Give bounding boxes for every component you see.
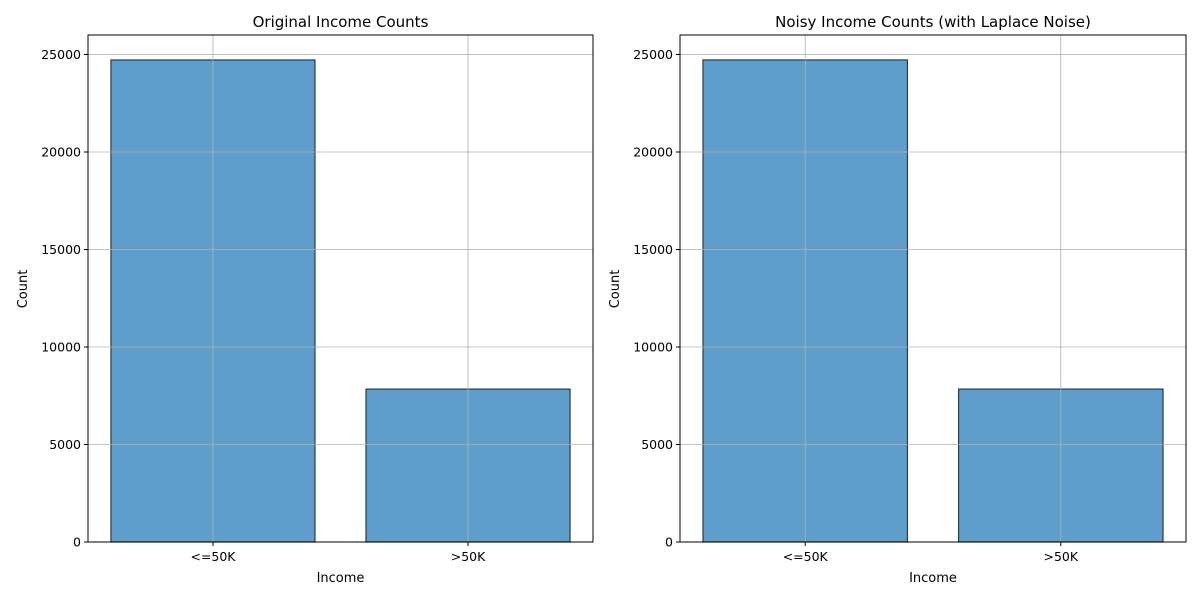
chart-original-income-counts: Original Income Counts Income Count 0 500… (16, 13, 594, 586)
x-tick-label: <=50K (783, 549, 829, 564)
chart-title: Noisy Income Counts (with Laplace Noise) (775, 13, 1091, 31)
y-tick-label: 20000 (633, 145, 673, 160)
y-axis-label: Count (16, 270, 31, 309)
axes-frame (87, 34, 594, 543)
y-tick-label: 15000 (41, 242, 81, 257)
x-tick-label: <=50K (190, 549, 236, 564)
y-tick-label: 5000 (641, 437, 673, 452)
y-tick-label: 10000 (41, 340, 81, 355)
y-tick-label: 25000 (41, 47, 81, 62)
x-axis-label: Income (909, 571, 957, 586)
y-tick-label: 0 (73, 535, 81, 550)
y-tick-label: 20000 (41, 145, 81, 160)
axes-frame (679, 34, 1187, 543)
x-tick-label: >50K (451, 549, 486, 564)
y-tick-label: 10000 (633, 340, 673, 355)
x-axis-label: Income (317, 571, 365, 586)
y-tick-label: 0 (665, 535, 673, 550)
y-tick-label: 25000 (633, 47, 673, 62)
chart-title: Original Income Counts (253, 13, 429, 31)
chart-noisy-income-counts: Noisy Income Counts (with Laplace Noise)… (608, 13, 1187, 586)
x-tick-label: >50K (1043, 549, 1078, 564)
y-axis-label: Count (608, 270, 623, 309)
y-tick-label: 15000 (633, 242, 673, 257)
y-tick-label: 5000 (49, 437, 81, 452)
